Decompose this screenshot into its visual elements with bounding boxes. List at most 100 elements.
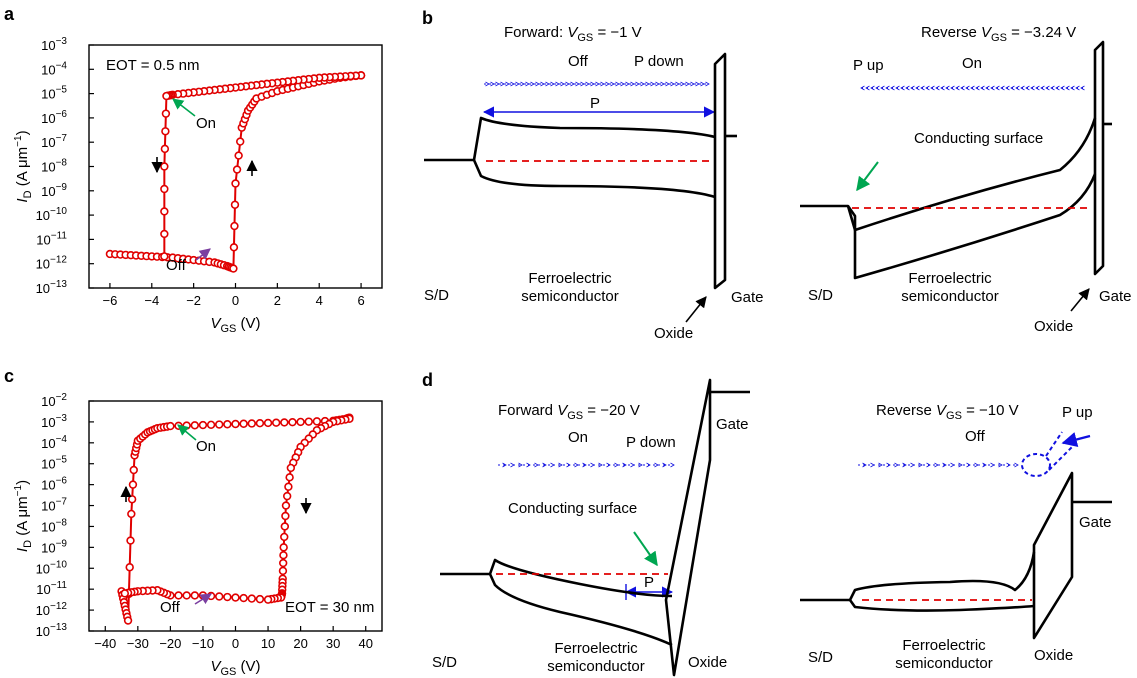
d-reverse-polarization-label: P up bbox=[1062, 404, 1093, 421]
data-point bbox=[182, 591, 191, 600]
data-point bbox=[280, 418, 289, 427]
data-point bbox=[255, 594, 265, 604]
d-reverse-valence-band bbox=[848, 599, 1035, 612]
d-forward-sd-label: S/D bbox=[432, 654, 457, 671]
data-point bbox=[206, 420, 216, 429]
d-reverse-sd-label: S/D bbox=[808, 649, 833, 666]
b-forward-p-width-label: P bbox=[590, 95, 600, 112]
off-state-label: Off bbox=[160, 599, 181, 616]
data-point bbox=[223, 592, 232, 602]
d-reverse-polarization-arrow bbox=[1061, 432, 1091, 447]
y-tick-label: 10−9 bbox=[41, 182, 67, 199]
y-tick-label: 10−7 bbox=[41, 133, 67, 150]
x-tick-label: −6 bbox=[103, 293, 118, 308]
data-point bbox=[232, 165, 242, 174]
d-forward-surface-arrow bbox=[633, 531, 658, 567]
data-point bbox=[285, 473, 294, 482]
sweep_down-line bbox=[163, 74, 362, 257]
data-point bbox=[231, 593, 240, 602]
b-forward-sd-label: S/D bbox=[424, 287, 449, 304]
b-reverse-on-label: On bbox=[962, 55, 982, 72]
data-point bbox=[234, 151, 243, 160]
y-tick-label: 10−10 bbox=[36, 206, 68, 223]
data-point bbox=[312, 417, 322, 426]
on-state-label: On bbox=[196, 115, 216, 132]
b-forward-off-label: Off bbox=[568, 53, 589, 70]
b-forward-valence-band bbox=[472, 159, 716, 199]
data-point bbox=[182, 421, 191, 430]
y-tick-label: 10−4 bbox=[41, 60, 67, 77]
y-tick-label: 10−3 bbox=[41, 36, 67, 53]
off-state-arrow bbox=[195, 248, 211, 261]
data-point bbox=[278, 566, 288, 576]
b-reverse-oxide-barrier bbox=[1093, 40, 1105, 276]
y-tick-label: 10−11 bbox=[36, 230, 67, 247]
x-tick-label: 30 bbox=[326, 636, 340, 651]
data-point bbox=[282, 491, 292, 501]
b-reverse-valence-band bbox=[846, 173, 1097, 280]
y-axis-label: ID (A μm−1) bbox=[13, 130, 34, 202]
b-forward-oxide-arrow bbox=[685, 296, 707, 323]
d-reverse-off-label: Off bbox=[965, 428, 986, 445]
x-tick-label: −2 bbox=[186, 293, 201, 308]
data-point bbox=[223, 420, 232, 429]
d-forward-polarization-label: P down bbox=[626, 434, 676, 451]
y-tick-label: 10−6 bbox=[41, 109, 67, 126]
y-tick-label: 10−11 bbox=[36, 580, 67, 597]
data-point bbox=[278, 558, 288, 568]
data-point bbox=[190, 421, 200, 430]
data-point bbox=[263, 595, 273, 604]
data-point bbox=[231, 419, 240, 429]
d-reverse-oxide-barrier bbox=[1032, 471, 1074, 640]
on-state-arrow bbox=[177, 424, 197, 441]
x-tick-label: −40 bbox=[94, 636, 116, 651]
b-forward-semiconductor-label: Ferroelectric semiconductor bbox=[521, 270, 619, 305]
y-tick-label: 10−4 bbox=[41, 434, 67, 451]
b-forward-oxide-barrier bbox=[713, 52, 727, 290]
x-axis-label: VGS (V) bbox=[210, 658, 260, 678]
on-state-arrow bbox=[172, 98, 196, 117]
data-point bbox=[288, 417, 297, 427]
d-forward-conduction-band bbox=[440, 558, 673, 598]
data-point bbox=[284, 482, 293, 491]
panel-letter-c: c bbox=[4, 366, 14, 386]
sweep_down-line bbox=[124, 417, 350, 601]
chart-panel-a: −6 −4 −2 0 2 4 6 10−13 10−12 10−11 10−10 10−9 10−8 10… bbox=[13, 36, 383, 335]
d-forward-on-label: On bbox=[568, 429, 588, 446]
b-reverse-semiconductor-label: Ferroelectric semiconductor bbox=[901, 270, 999, 305]
data-point bbox=[190, 591, 200, 600]
x-tick-label: 10 bbox=[261, 636, 275, 651]
d-forward-semiconductor-label: Ferroelectric semiconductor bbox=[547, 640, 645, 675]
b-reverse-polarization-label: P up bbox=[853, 57, 884, 74]
d-forward-gate-label: Gate bbox=[716, 416, 749, 433]
panel-letter-a: a bbox=[4, 4, 15, 24]
d-forward-surface-label: Conducting surface bbox=[508, 500, 637, 517]
data-point bbox=[230, 200, 240, 209]
chart-panel-c: −40 −30 −20 −10 0 10 20 30 40 10−13 10−12 10−11 10−1… bbox=[13, 392, 383, 678]
y-tick-label: 10−10 bbox=[36, 559, 68, 576]
b-forward-conduction-band bbox=[424, 116, 716, 162]
data-point bbox=[160, 207, 169, 216]
x-tick-label: 6 bbox=[357, 293, 364, 308]
data-point bbox=[162, 91, 171, 101]
data-point bbox=[255, 419, 265, 428]
b-reverse-oxide-label: Oxide bbox=[1034, 318, 1073, 335]
y-tick-label: 10−2 bbox=[41, 392, 67, 409]
d-reverse-dipole-line-2 bbox=[1048, 444, 1075, 471]
data-point bbox=[279, 551, 288, 560]
x-tick-label: 40 bbox=[358, 636, 372, 651]
y-tick-label: 10−9 bbox=[41, 538, 67, 555]
data-point bbox=[161, 109, 171, 118]
d-reverse-semiconductor-label: Ferroelectric semiconductor bbox=[895, 637, 993, 672]
d-reverse-title: Reverse VGS = −10 V bbox=[876, 402, 1019, 422]
y-axis-label: ID (A μm−1) bbox=[13, 480, 34, 552]
data-point bbox=[281, 501, 291, 510]
panel-letter-d: d bbox=[422, 370, 433, 390]
data-point bbox=[161, 127, 170, 136]
data-point bbox=[280, 532, 289, 542]
data-point bbox=[198, 420, 208, 430]
data-point bbox=[296, 417, 305, 427]
data-point bbox=[129, 465, 138, 475]
d-reverse-oxide-label: Oxide bbox=[1034, 647, 1073, 664]
y-tick-label: 10−3 bbox=[41, 413, 67, 430]
